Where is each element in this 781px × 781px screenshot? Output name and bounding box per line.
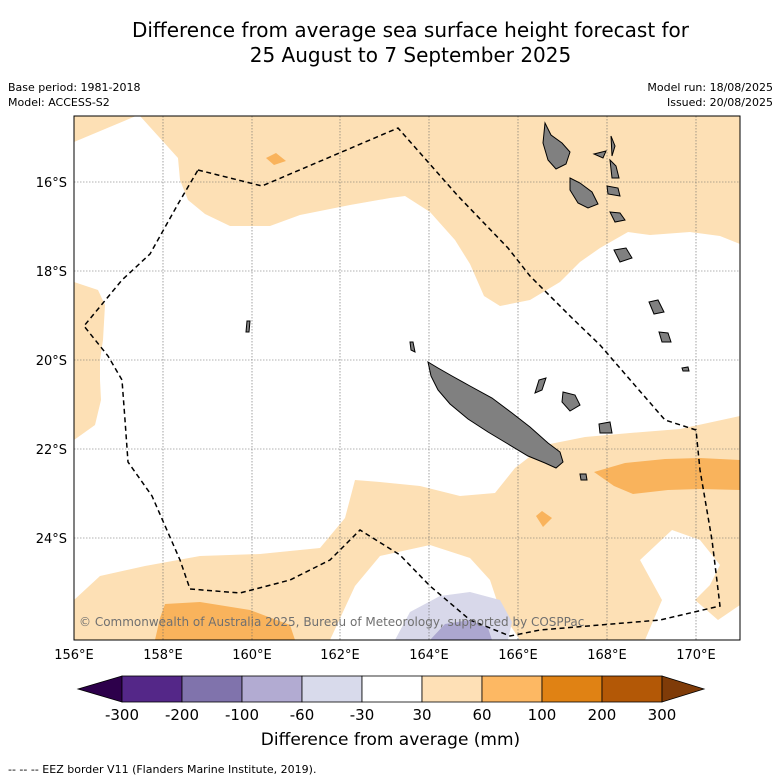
anomaly-pos-60-100-mid [536, 511, 552, 527]
title-line-2: 25 August to 7 September 2025 [249, 43, 572, 67]
land-loyalty-lifou [561, 391, 581, 412]
land-vanuatu-island-1 [592, 150, 607, 159]
lat-label-18s: 18°S [36, 265, 67, 280]
land-hunter-island [658, 331, 672, 343]
lat-label-24s: 24°S [36, 532, 67, 547]
copyright-text: © Commonwealth of Australia 2025, Bureau… [79, 615, 584, 629]
map-frame [73, 115, 741, 641]
lon-labels: 156°E 158°E 160°E 162°E 164°E 166°E 168°… [54, 648, 716, 663]
land-vanuatu-malekula [569, 177, 599, 209]
anomaly-pos-30-60-south [74, 416, 740, 640]
land-vanuatu-espiritu-santo [542, 121, 571, 170]
land-masses [245, 121, 690, 481]
colorbar [76, 675, 706, 703]
colorbar-segment [181, 675, 243, 703]
land-new-caledonia [427, 360, 564, 469]
colorbar-ticks: -300 -200 -100 -60 -30 30 60 100 200 300 [105, 706, 676, 724]
lon-label-156e: 156°E [54, 648, 94, 663]
colorbar-tick: 30 [412, 706, 431, 724]
issued-text: Issued: 20/08/2025 [666, 96, 773, 109]
lon-label-168e: 168°E [587, 648, 627, 663]
colorbar-extend-high [661, 675, 706, 703]
colorbar-tick: -60 [290, 706, 315, 724]
model-text: Model: ACCESS-S2 [8, 96, 110, 109]
anomaly-pos-30-60-north [140, 116, 740, 306]
meta-right: Model run: 18/08/2025 Issued: 20/08/2025 [647, 80, 773, 110]
colorbar-tick: -200 [165, 706, 199, 724]
land-vanuatu-efate [609, 211, 626, 223]
model-run-text: Model run: 18/08/2025 [647, 81, 773, 94]
colorbar-tick: -300 [105, 706, 139, 724]
lon-label-160e: 160°E [232, 648, 272, 663]
lon-label-162e: 162°E [320, 648, 360, 663]
anomaly-neg-100-60 [430, 620, 492, 640]
anomaly-pos-60-100-east [594, 458, 740, 494]
lon-label-164e: 164°E [409, 648, 449, 663]
lat-label-20s: 20°S [36, 354, 67, 369]
colorbar-segment [421, 675, 483, 703]
anomaly-pos-60-100-southwest [155, 602, 295, 640]
land-vanuatu-island-2 [610, 135, 616, 157]
land-vanuatu-island-3 [609, 158, 620, 179]
anomaly-pos-30-60-west [74, 282, 105, 440]
lon-label-170e: 170°E [676, 648, 716, 663]
land-isle-of-pines [579, 473, 588, 481]
chart-title: Difference from average sea surface heig… [0, 18, 781, 68]
graticule [74, 116, 740, 640]
colorbar-segment [541, 675, 603, 703]
colorbar-segment [481, 675, 543, 703]
land-vanuatu-erromango [613, 247, 633, 263]
colorbar-tick: 300 [648, 706, 677, 724]
colorbar-segment [121, 675, 183, 703]
colorbar-tick: 200 [588, 706, 617, 724]
colorbar-tick: 60 [472, 706, 491, 724]
land-loyalty-ouvea [534, 377, 547, 394]
land-matthew-island [648, 299, 665, 315]
anomaly-pos-30-60-north-west [74, 116, 136, 142]
colorbar-extend-low [76, 675, 123, 703]
lat-labels: 16°S 18°S 20°S 22°S 24°S [36, 176, 67, 547]
colorbar-tick: -100 [225, 706, 259, 724]
land-chesterfield [245, 320, 251, 333]
base-period-text: Base period: 1981-2018 [8, 81, 141, 94]
land-loyalty-mare [598, 421, 613, 434]
map-area: © Commonwealth of Australia 2025, Bureau… [74, 116, 740, 640]
footer-eez-note: -- -- -- EEZ border V11 (Flanders Marine… [8, 763, 317, 776]
colorbar-segment [301, 675, 363, 703]
title-line-1: Difference from average sea surface heig… [131, 18, 690, 42]
lon-label-166e: 166°E [498, 648, 538, 663]
colorbar-label: Difference from average (mm) [260, 730, 521, 750]
lat-label-16s: 16°S [36, 176, 67, 191]
eez-border [83, 127, 721, 637]
land-vanuatu-island-4 [606, 185, 621, 197]
lat-label-22s: 22°S [36, 443, 67, 458]
colorbar-segment [361, 675, 423, 703]
meta-left: Base period: 1981-2018 Model: ACCESS-S2 [8, 80, 140, 110]
colorbar-segment [241, 675, 303, 703]
land-belep [409, 341, 416, 353]
land-small-east-1 [681, 366, 690, 372]
colorbar-tick: -30 [350, 706, 375, 724]
anomaly-pos-60-100-small-north [266, 153, 286, 165]
lon-label-158e: 158°E [143, 648, 183, 663]
colorbar-tick: 100 [528, 706, 557, 724]
colorbar-segment [601, 675, 663, 703]
